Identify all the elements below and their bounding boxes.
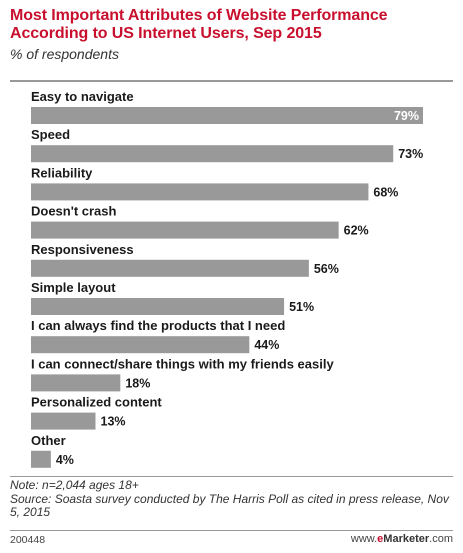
chart-code: 200448 bbox=[10, 534, 46, 546]
bar-9 bbox=[31, 450, 51, 468]
value-label-3: 62% bbox=[344, 224, 369, 238]
chart-title: Most Important Attributes of Website Per… bbox=[10, 7, 388, 42]
category-label-0: Easy to navigate bbox=[31, 89, 134, 104]
category-label-6: I can always find the products that I ne… bbox=[31, 318, 285, 333]
category-label-5: Simple layout bbox=[31, 280, 116, 295]
category-label-4: Responsiveness bbox=[31, 242, 134, 257]
bar-1 bbox=[31, 145, 394, 163]
bar-4 bbox=[31, 259, 309, 277]
source-text: Source: Soasta survey conducted by The H… bbox=[10, 491, 449, 519]
note-text: Note: n=2,044 ages 18+ bbox=[10, 478, 139, 492]
value-label-6: 44% bbox=[254, 338, 279, 352]
value-label-0: 79% bbox=[394, 109, 419, 123]
brand-e: e bbox=[377, 533, 384, 545]
bar-6 bbox=[31, 336, 250, 354]
category-label-1: Speed bbox=[31, 127, 70, 142]
bar-2 bbox=[31, 183, 369, 201]
brand-logo: www.eMarketer.com bbox=[351, 533, 453, 545]
category-label-7: I can connect/share things with my frien… bbox=[31, 356, 334, 371]
bar-3 bbox=[31, 221, 339, 239]
brand-prefix: www. bbox=[350, 533, 378, 545]
chart-subtitle: % of respondents bbox=[10, 46, 119, 62]
bottom-divider bbox=[10, 476, 453, 477]
value-label-4: 56% bbox=[314, 262, 339, 276]
value-label-2: 68% bbox=[373, 185, 398, 199]
brand-name: Marketer bbox=[383, 533, 430, 545]
top-divider bbox=[10, 80, 453, 82]
value-label-7: 18% bbox=[125, 376, 150, 390]
chart-note: Note: n=2,044 ages 18+ Source: Soasta su… bbox=[10, 478, 455, 520]
footer-divider bbox=[10, 530, 453, 531]
value-label-9: 4% bbox=[56, 453, 74, 467]
category-label-8: Personalized content bbox=[31, 395, 162, 410]
value-label-1: 73% bbox=[398, 147, 423, 161]
value-label-5: 51% bbox=[289, 300, 314, 314]
bar-0 bbox=[31, 107, 423, 124]
bar-5 bbox=[31, 298, 285, 315]
value-label-8: 13% bbox=[101, 415, 126, 429]
category-label-3: Doesn't crash bbox=[31, 204, 117, 219]
bar-7 bbox=[31, 374, 121, 392]
brand-suffix: .com bbox=[429, 533, 453, 545]
category-label-2: Reliability bbox=[31, 165, 93, 180]
bar-8 bbox=[31, 412, 96, 430]
category-label-9: Other bbox=[31, 433, 66, 448]
